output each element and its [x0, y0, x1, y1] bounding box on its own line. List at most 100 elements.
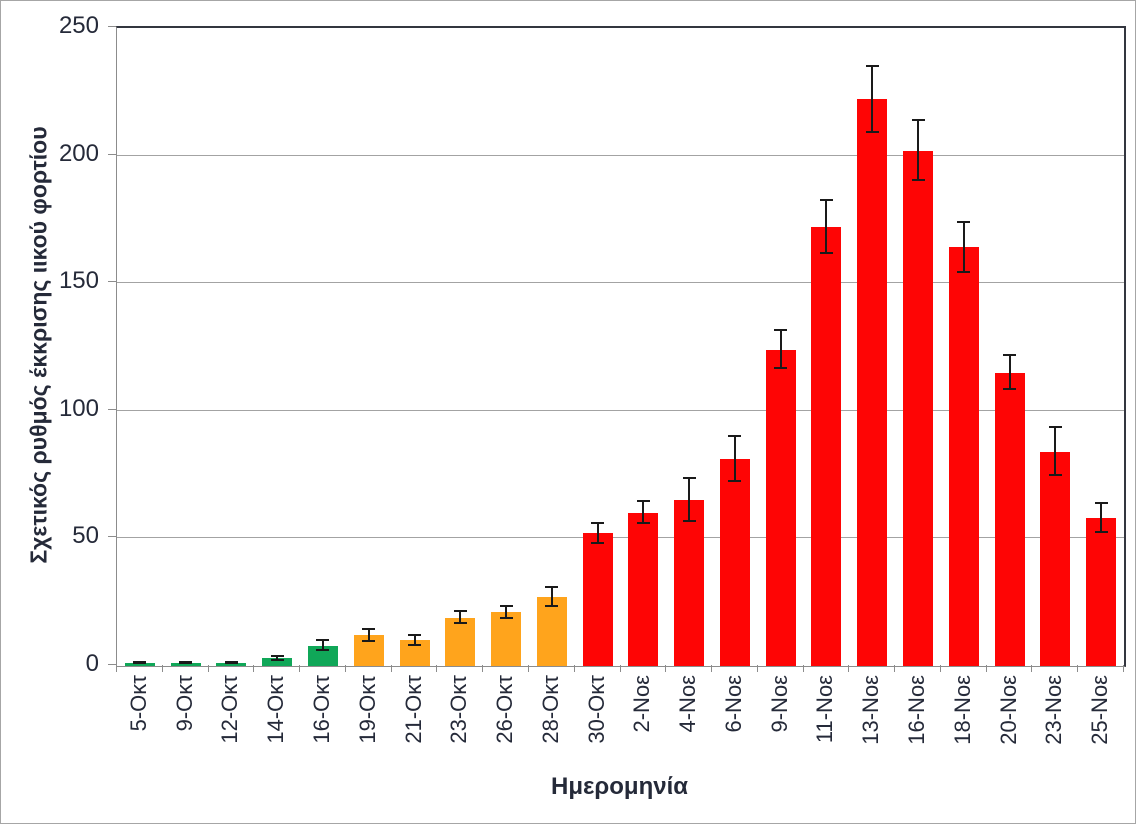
y-tick-label-250: 250: [58, 12, 99, 39]
error-cap-bottom-6: [408, 643, 421, 646]
bar-slot-0: [117, 28, 163, 666]
bar-slot-9: [529, 28, 575, 666]
error-bar-14: [779, 330, 782, 369]
bar-slot-10: [575, 28, 621, 666]
x-tick-mark-2: [207, 665, 209, 672]
error-cap-bottom-4: [316, 648, 330, 651]
error-bar-12: [688, 478, 691, 522]
error-cap-top-3: [270, 654, 284, 657]
x-tick-label-15: 11-Νοε: [803, 675, 849, 767]
error-bar-10: [596, 523, 599, 544]
error-bar-20: [1054, 427, 1057, 476]
plot-area: [116, 26, 1126, 667]
x-tick-label-text-16: 13-Νοε: [858, 675, 884, 745]
error-cap-top-18: [957, 220, 971, 223]
x-tick-mark-7: [436, 665, 438, 672]
x-tick-label-text-19: 20-Νοε: [995, 675, 1021, 745]
error-cap-top-10: [591, 522, 605, 525]
x-tick-mark-14: [756, 665, 758, 672]
error-cap-top-16: [865, 65, 879, 68]
error-bar-5: [367, 629, 370, 642]
error-cap-bottom-11: [636, 522, 650, 525]
x-tick-label-18: 18-Νοε: [940, 675, 986, 767]
error-cap-bottom-7: [453, 621, 467, 624]
x-tick-label-21: 25-Νοε: [1077, 675, 1123, 767]
bar-18: [948, 247, 979, 666]
error-cap-top-0: [133, 661, 147, 664]
bar-13: [719, 459, 750, 666]
x-tick-mark-11: [619, 665, 621, 672]
bar-slot-8: [483, 28, 529, 666]
x-tick-label-text-21: 25-Νοε: [1087, 675, 1113, 745]
gridline-200: [117, 154, 1124, 156]
bar-16: [857, 99, 888, 666]
x-tick-label-text-8: 26-Οκτ: [492, 675, 518, 744]
bar-slot-17: [895, 28, 941, 666]
bar-20: [1040, 451, 1071, 666]
error-cap-bottom-1: [179, 662, 193, 665]
x-tick-label-16: 13-Νοε: [848, 675, 894, 767]
x-tick-mark-19: [985, 665, 987, 672]
error-cap-top-6: [408, 634, 421, 637]
error-bar-17: [917, 119, 919, 182]
error-bar-9: [550, 586, 553, 608]
x-tick-label-3: 14-Οκτ: [253, 675, 299, 767]
x-tick-label-9: 28-Οκτ: [528, 675, 574, 767]
y-tick-label-150: 150: [58, 267, 99, 295]
error-bar-4: [321, 640, 324, 651]
bar-slot-16: [849, 28, 895, 666]
error-bar-16: [871, 66, 874, 133]
error-cap-bottom-5: [362, 639, 376, 642]
bar-14: [765, 349, 796, 666]
y-tick-label-0: 0: [85, 650, 99, 677]
x-tick-mark-9: [527, 665, 529, 672]
x-tick-label-text-0: 5-Οκτ: [125, 675, 151, 732]
bar-slot-14: [758, 28, 804, 666]
x-tick-label-19: 20-Νοε: [986, 675, 1032, 767]
x-tick-mark-0: [116, 665, 117, 672]
error-cap-top-13: [728, 435, 742, 438]
bar-slot-18: [941, 28, 987, 666]
error-cap-top-5: [362, 628, 376, 630]
error-cap-bottom-0: [133, 662, 147, 665]
bar-slot-20: [1032, 28, 1078, 666]
y-tick-mark-250: [108, 26, 116, 27]
x-tick-label-text-9: 28-Οκτ: [537, 675, 563, 744]
bar-2: [216, 663, 247, 666]
bar-slot-12: [666, 28, 712, 666]
bar-slot-2: [209, 28, 255, 666]
error-cap-top-21: [1094, 501, 1108, 504]
error-cap-top-15: [819, 199, 833, 202]
x-tick-label-text-15: 11-Νοε: [812, 675, 838, 744]
error-cap-bottom-10: [591, 541, 605, 544]
x-tick-label-text-17: 16-Νοε: [904, 675, 929, 745]
x-tick-label-1: 9-Οκτ: [162, 675, 208, 767]
bar-10: [582, 533, 613, 666]
x-tick-label-10: 30-Οκτ: [574, 675, 620, 767]
y-tick-label-100: 100: [58, 394, 99, 422]
bar-slot-7: [437, 28, 483, 666]
x-tick-label-text-4: 16-Οκτ: [308, 675, 334, 744]
bar-19: [994, 372, 1025, 666]
error-bar-18: [962, 221, 965, 273]
error-cap-top-9: [545, 585, 559, 588]
error-bar-21: [1100, 502, 1103, 534]
error-bar-15: [825, 200, 828, 254]
x-tick-label-17: 16-Νοε: [894, 675, 940, 767]
y-tick-mark-200: [108, 153, 116, 155]
bar-1: [170, 663, 201, 666]
x-tick-mark-15: [802, 665, 804, 672]
error-cap-top-12: [682, 477, 696, 480]
error-cap-bottom-21: [1094, 531, 1108, 534]
x-tick-mark-3: [253, 665, 255, 672]
error-cap-bottom-17: [911, 179, 925, 182]
error-cap-top-7: [453, 610, 467, 613]
error-cap-top-4: [316, 639, 330, 642]
x-tick-label-text-6: 21-Οκτ: [400, 675, 426, 744]
y-tick-mark-50: [108, 536, 116, 538]
x-tick-label-text-5: 19-Οκτ: [354, 675, 380, 744]
error-cap-bottom-16: [865, 130, 879, 133]
x-tick-label-11: 2-Νοε: [620, 675, 666, 767]
x-tick-label-text-13: 6-Νοε: [720, 675, 746, 733]
x-tick-label-6: 21-Οκτ: [391, 675, 437, 767]
